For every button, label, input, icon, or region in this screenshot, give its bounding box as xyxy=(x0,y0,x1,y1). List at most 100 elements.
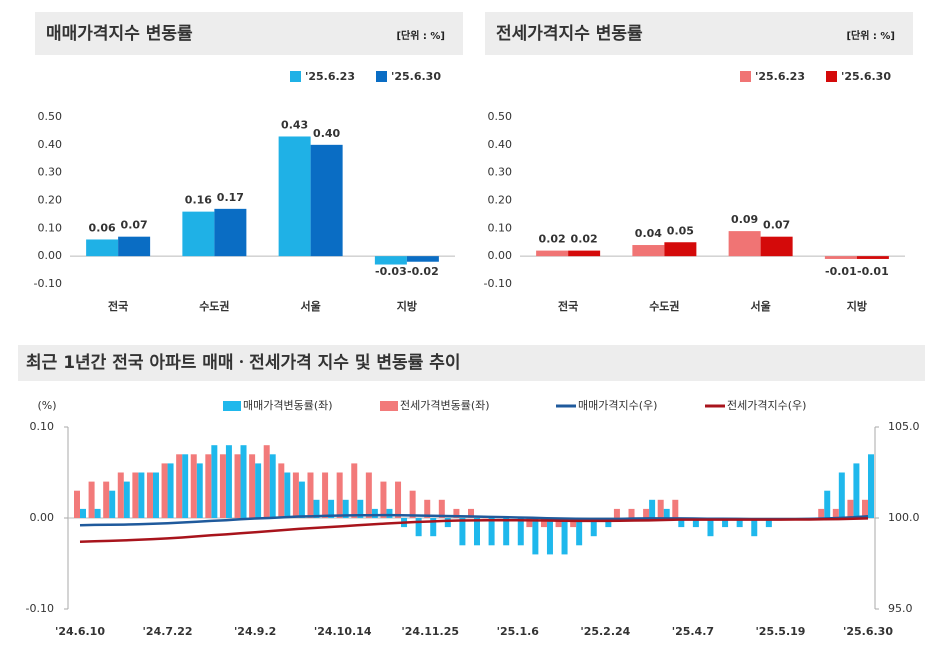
bar xyxy=(374,256,407,265)
legend-label: 매매가격변동률(좌) xyxy=(243,399,333,412)
chart-title: 최근 1년간 전국 아파트 매매ㆍ전세가격 지수 및 변동률 추이 xyxy=(26,353,461,373)
bar xyxy=(838,472,845,518)
bar xyxy=(536,250,569,257)
legend-swatch xyxy=(290,71,301,82)
bar xyxy=(678,518,685,528)
bar xyxy=(751,518,758,537)
bar xyxy=(123,481,130,518)
y-tick-label: 0.10 xyxy=(488,221,513,234)
bar xyxy=(526,518,533,528)
bar xyxy=(632,245,665,257)
value-label: -0.03 xyxy=(375,265,407,278)
bar xyxy=(313,499,320,518)
bar xyxy=(234,454,241,518)
bar xyxy=(211,445,218,518)
chart-title: 매매가격지수 변동률 xyxy=(46,24,193,44)
bar xyxy=(832,508,839,518)
bar xyxy=(760,236,793,257)
legend-swatch xyxy=(380,401,398,411)
bar xyxy=(664,242,697,257)
unit-label: [단위 : %] xyxy=(846,29,895,42)
bar xyxy=(459,518,466,546)
y-tick-label: 0.40 xyxy=(38,138,63,151)
bar xyxy=(444,518,451,528)
bar xyxy=(818,508,825,518)
bar xyxy=(161,463,168,518)
x-tick-label: 전국 xyxy=(108,299,128,313)
bar xyxy=(240,445,247,518)
bar xyxy=(371,508,378,518)
bar xyxy=(568,250,601,257)
bar xyxy=(468,508,474,518)
value-label: 0.16 xyxy=(185,194,212,207)
value-label: 0.04 xyxy=(635,227,662,240)
bar xyxy=(182,454,189,518)
bar xyxy=(728,231,761,257)
x-tick-label: 서울 xyxy=(301,299,321,313)
legend-label: '25.6.23 xyxy=(305,70,355,83)
x-tick-label: '24.10.14 xyxy=(314,625,372,638)
bar xyxy=(284,472,291,518)
x-tick-label: 지방 xyxy=(847,299,867,313)
bar xyxy=(88,481,95,518)
bar xyxy=(176,454,183,518)
bar xyxy=(868,454,874,518)
legend-swatch xyxy=(826,71,837,82)
bar xyxy=(707,518,714,537)
bar xyxy=(263,445,270,518)
bar xyxy=(342,499,349,518)
y-tick-label: 0.20 xyxy=(38,194,63,207)
bar xyxy=(672,499,679,518)
bar xyxy=(328,499,335,518)
value-label: -0.02 xyxy=(407,265,439,278)
bar xyxy=(628,508,635,518)
bar xyxy=(205,454,212,518)
bar xyxy=(430,518,437,537)
y-tick-label: 0.30 xyxy=(488,166,513,179)
bar xyxy=(856,256,889,259)
bar xyxy=(310,144,343,257)
bar xyxy=(86,239,119,257)
bar xyxy=(80,508,86,518)
bar xyxy=(605,518,612,528)
bar xyxy=(570,518,577,528)
y2-tick-label: 105.0 xyxy=(888,420,920,433)
y-tick-label: 0.40 xyxy=(488,138,513,151)
bar xyxy=(225,445,232,518)
value-label: -0.01 xyxy=(825,265,857,278)
x-tick-label: '24.11.25 xyxy=(401,625,459,638)
bar xyxy=(298,481,305,518)
y-tick-label: 0.00 xyxy=(30,511,55,524)
bar xyxy=(255,463,262,518)
bar xyxy=(74,490,80,518)
bar xyxy=(613,508,620,518)
bar xyxy=(532,518,539,555)
x-tick-label: 전국 xyxy=(558,299,578,313)
bar xyxy=(395,481,402,518)
value-label: 0.05 xyxy=(667,224,694,237)
legend-label: '25.6.30 xyxy=(391,70,441,83)
bar xyxy=(643,508,650,518)
panel-header xyxy=(35,12,463,55)
bar xyxy=(453,508,460,518)
bar xyxy=(182,211,215,257)
x-tick-label: 지방 xyxy=(397,299,417,313)
bar xyxy=(555,518,562,528)
bar xyxy=(415,518,422,537)
bar xyxy=(380,481,387,518)
bar xyxy=(117,472,124,518)
bar xyxy=(488,518,495,546)
bar xyxy=(249,454,256,518)
y-tick-label: 0.50 xyxy=(38,110,63,123)
bar xyxy=(190,454,197,518)
x-tick-label: '24.6.10 xyxy=(55,625,105,638)
bar xyxy=(278,136,311,257)
value-label: -0.01 xyxy=(857,265,889,278)
value-label: 0.02 xyxy=(539,233,566,246)
line xyxy=(79,517,869,543)
legend-swatch xyxy=(223,401,241,411)
bar xyxy=(336,472,343,518)
legend-swatch xyxy=(376,71,387,82)
value-label: 0.06 xyxy=(89,221,116,234)
